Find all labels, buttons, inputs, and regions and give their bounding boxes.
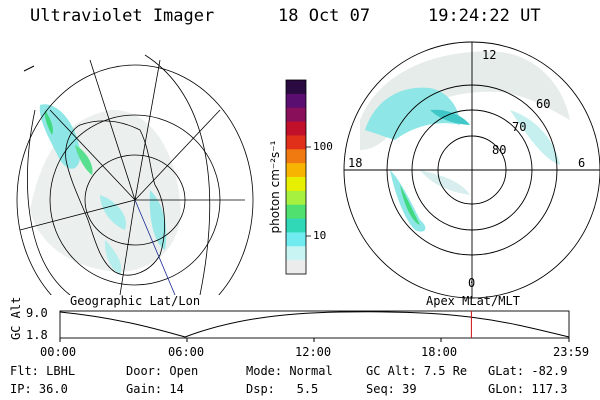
colorbar-unit-label: photon cm⁻²s⁻¹ (268, 140, 282, 234)
polar-panel-label: Apex MLat/MLT (426, 294, 520, 308)
colorbar-swatch (286, 80, 306, 95)
alt-ytick-1-8: 1.8 (26, 328, 48, 342)
door-info: Door: Open (126, 364, 199, 378)
colorbar-swatch (286, 121, 306, 137)
mode-info: Mode: Normal (246, 364, 333, 378)
colorbar-swatch (286, 149, 306, 164)
mode-value: Normal (289, 364, 333, 378)
alt-xtick-0000: 00:00 (40, 345, 77, 359)
gcalt-value: 7.5 Re (423, 364, 468, 378)
glon-info: GLon: 117.3 (488, 382, 568, 396)
alt-xtick-1800: 18:00 (421, 345, 458, 359)
colorbar (286, 80, 306, 275)
mlt-label-0: 0 (468, 276, 476, 290)
title: Ultraviolet Imager (30, 6, 215, 26)
colorbar-swatch (286, 190, 306, 206)
mlat-label-70: 70 (512, 120, 527, 134)
seq-info: Seq: 39 (366, 382, 417, 396)
polar-plot (343, 41, 600, 299)
geographic-panel-label: Geographic Lat/Lon (70, 294, 201, 308)
mlt-label-18: 18 (348, 156, 363, 170)
filter-value: LBHL (46, 364, 76, 378)
colorbar-swatch (286, 135, 306, 150)
door-value: Open (169, 364, 199, 378)
colorbar-swatch (286, 107, 306, 123)
alt-ytick-9: 9.0 (26, 306, 48, 320)
dsp-info: Dsp: 5.5 (246, 382, 319, 396)
filter-info: Flt: LBHL (10, 364, 76, 378)
alt-xtick-2359: 23:59 (553, 345, 590, 359)
gcalt-info: GC Alt: 7.5 Re (366, 364, 468, 378)
colorbar-swatch (286, 232, 306, 247)
mlt-label-12: 12 (482, 48, 497, 62)
colorbar-swatch (286, 260, 306, 275)
mlat-label-60: 60 (536, 97, 551, 111)
seq-value: 39 (402, 382, 417, 396)
colorbar-frame (285, 79, 307, 275)
ip-info: IP: 36.0 (10, 382, 68, 396)
time: 19:24:22 UT (428, 6, 541, 26)
geographic-map (16, 54, 254, 295)
gain-info: Gain: 14 (126, 382, 184, 396)
date: 18 Oct 07 (278, 6, 371, 26)
colorbar-tick-10: 10 (313, 229, 327, 242)
altitude-curve (59, 311, 570, 338)
colorbar-swatch (286, 246, 306, 261)
glat-value: -82.9 (531, 364, 568, 378)
alt-xtick-0600: 06:00 (168, 345, 205, 359)
glat-info: GLat: -82.9 (488, 364, 568, 378)
glon-value: 117.3 (531, 382, 568, 396)
mlt-label-6: 6 (578, 156, 586, 170)
alt-xtick-1200: 12:00 (295, 345, 332, 359)
colorbar-swatch (286, 177, 306, 192)
ip-value: 36.0 (38, 382, 68, 396)
colorbar-swatch (286, 218, 306, 234)
colorbar-swatch (286, 93, 306, 109)
dsp-value: 5.5 (296, 382, 319, 396)
gain-value: 14 (169, 382, 184, 396)
alt-ylabel: GC Alt (9, 296, 23, 340)
colorbar-swatch (286, 163, 306, 178)
colorbar-tick-100: 100 (313, 140, 333, 153)
mlat-label-80: 80 (492, 143, 507, 157)
colorbar-swatch (286, 204, 306, 220)
